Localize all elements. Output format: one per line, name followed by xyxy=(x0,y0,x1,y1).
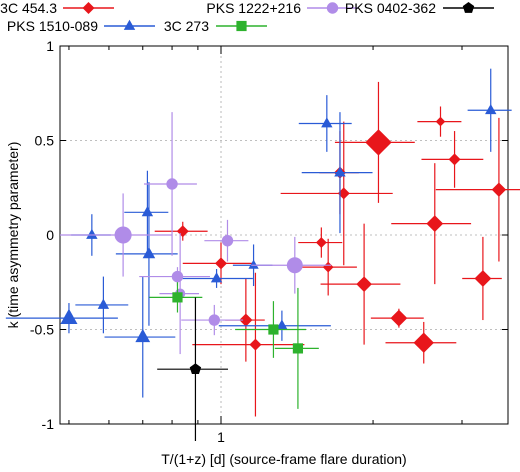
legend-entry: 3C 273 xyxy=(164,18,267,34)
data-point xyxy=(321,117,333,128)
data-point xyxy=(248,259,259,269)
legend-entry: PKS 1510-089 xyxy=(7,18,155,34)
legend-label: PKS 1510-089 xyxy=(7,18,98,34)
data-point xyxy=(86,228,98,239)
data-point xyxy=(474,270,492,287)
y-tick-label: 0 xyxy=(46,227,54,243)
series-square xyxy=(149,282,319,409)
data-point xyxy=(365,129,392,156)
data-point xyxy=(322,261,334,273)
data-point xyxy=(142,246,156,259)
data-point xyxy=(268,324,279,335)
axes: -1 -0.5 0 0.5 1 1 xyxy=(30,38,508,445)
data-point xyxy=(448,153,461,166)
data-point xyxy=(189,363,202,375)
series-pentagon xyxy=(157,297,228,442)
data-point xyxy=(208,314,221,326)
data-point xyxy=(276,319,288,330)
legend-label: 3C 273 xyxy=(164,18,209,34)
x-axis-label: T/(1+z) [d] (source-frame flare duration… xyxy=(161,451,406,467)
y-tick-label: -1 xyxy=(42,416,55,432)
y-tick-label: -0.5 xyxy=(30,322,54,338)
legend-label: PKS 1222+216 xyxy=(206,0,301,16)
legend-entry: 3C 454.3 xyxy=(0,0,114,16)
data-point xyxy=(171,270,184,283)
legend-marker xyxy=(326,2,339,14)
x-tick-label: 1 xyxy=(217,429,225,445)
data-point xyxy=(141,206,154,217)
grid xyxy=(60,46,508,424)
legend-label: 3C 454.3 xyxy=(0,0,57,16)
legend-marker xyxy=(123,19,136,30)
legend-entry: PKS 0402-362 xyxy=(345,0,494,16)
y-tick-label: 1 xyxy=(46,38,54,54)
data-point xyxy=(215,257,228,270)
data-point xyxy=(221,234,234,247)
data-point xyxy=(337,187,350,200)
data-point xyxy=(172,292,183,303)
y-tick-label: 0.5 xyxy=(35,133,55,149)
legend-entry: PKS 1222+216 xyxy=(206,0,358,16)
data-point xyxy=(135,328,151,343)
data-point xyxy=(166,178,178,190)
legend-marker xyxy=(462,2,475,13)
data-point xyxy=(356,276,372,292)
data-point xyxy=(426,215,444,233)
data-point xyxy=(491,182,507,197)
data-point xyxy=(286,257,303,274)
legend-marker xyxy=(236,20,247,32)
legend-label: PKS 0402-362 xyxy=(345,0,436,16)
data-point xyxy=(390,309,408,327)
legend-marker xyxy=(82,2,95,14)
data-point xyxy=(97,298,110,309)
series-triangle xyxy=(5,68,512,398)
data-marks xyxy=(5,68,520,442)
data-point xyxy=(292,343,304,354)
data-point xyxy=(315,237,327,248)
y-axis-label: k (time asymmetry parameter) xyxy=(5,142,21,329)
data-point xyxy=(114,226,132,244)
data-point xyxy=(239,313,253,327)
data-point xyxy=(435,116,446,127)
data-point xyxy=(413,332,434,353)
legend: 3C 454.3 PKS 1510-089 PKS 1222+216 3C 273 PK… xyxy=(0,0,494,34)
data-point xyxy=(60,308,78,325)
data-point xyxy=(485,103,497,115)
data-point xyxy=(176,225,189,238)
series-diamond xyxy=(154,81,520,417)
data-point xyxy=(249,338,262,351)
data-point xyxy=(210,272,223,283)
data-point xyxy=(334,166,346,177)
series-circle xyxy=(60,112,332,355)
